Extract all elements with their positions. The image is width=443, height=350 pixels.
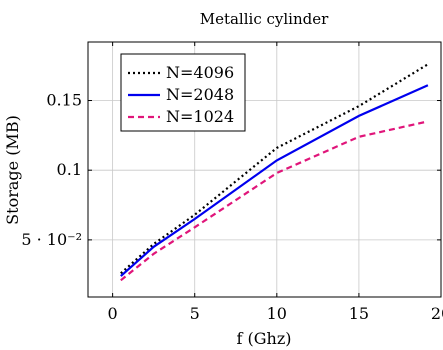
x-axis-label: f (Ghz) [236, 329, 291, 348]
y-tick-label: 5 · 10⁻² [21, 230, 82, 249]
chart-title: Metallic cylinder [200, 10, 329, 28]
legend-box [120, 53, 246, 132]
series-line [120, 63, 429, 275]
x-tick-label: 10 [267, 304, 287, 323]
plot-frame [87, 41, 442, 298]
legend: N=4096 N=2048 N=1024 [120, 53, 246, 132]
legend-label: N=4096 [166, 63, 234, 82]
series-line [120, 84, 429, 277]
legend-label: N=2048 [166, 85, 234, 104]
axis-ticks: 0 5 10 15 20 5 · 10⁻² 0.1 0.15 [21, 42, 443, 323]
series-lines [120, 63, 429, 282]
x-tick-label: 5 [190, 304, 200, 323]
series-line [120, 120, 429, 282]
y-tick-label: 0.15 [46, 91, 82, 110]
legend-label: N=1024 [166, 107, 234, 126]
y-axis-label: Storage (MB) [3, 115, 22, 225]
y-tick-label: 0.1 [57, 160, 82, 179]
x-tick-label: 0 [108, 304, 118, 323]
x-tick-label: 20 [431, 304, 443, 323]
x-tick-label: 15 [349, 304, 369, 323]
